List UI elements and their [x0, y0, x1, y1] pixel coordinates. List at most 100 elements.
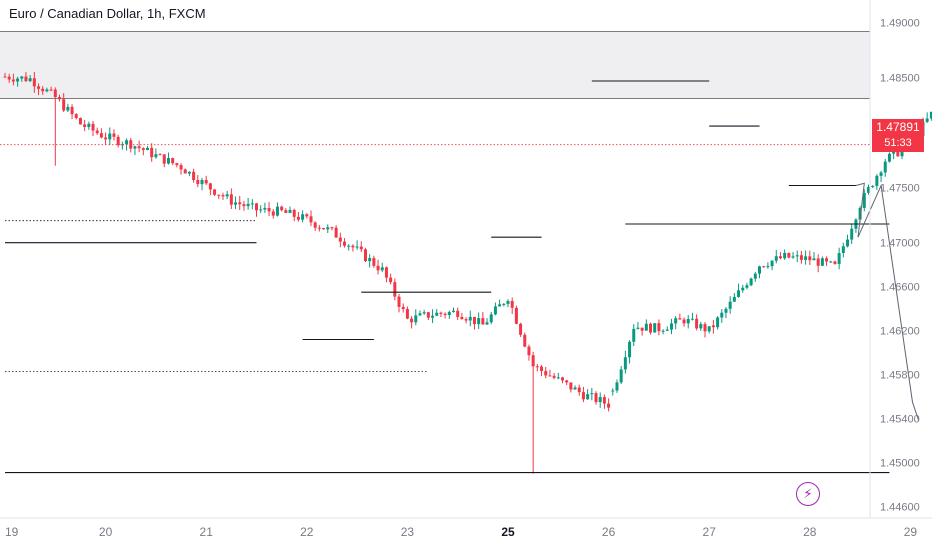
- candle-body: [837, 253, 841, 264]
- x-tick-label: 26: [602, 525, 616, 539]
- candle-body: [699, 324, 703, 329]
- x-tick-label: 27: [703, 525, 717, 539]
- candle-body: [284, 210, 288, 213]
- candle-body: [384, 267, 388, 278]
- x-tick-label: 29: [904, 525, 918, 539]
- candle-body: [154, 154, 158, 158]
- y-tick-label: 1.47500: [880, 183, 920, 195]
- candle-body: [841, 246, 845, 254]
- candle-body: [879, 172, 883, 176]
- x-tick-label: 25: [501, 525, 515, 539]
- candle-body: [53, 89, 57, 98]
- x-tick-label: 22: [300, 525, 314, 539]
- candle-body: [489, 314, 493, 323]
- candle-body: [99, 133, 103, 138]
- candle-body: [472, 316, 476, 325]
- candle-body: [57, 97, 61, 100]
- candle-body: [83, 124, 87, 127]
- candle-body: [577, 387, 581, 393]
- candle-body: [816, 258, 820, 266]
- candle-body: [623, 357, 627, 370]
- candle-body: [586, 394, 590, 400]
- candle-body: [74, 114, 78, 118]
- candle-body: [720, 312, 724, 318]
- candle-body: [267, 207, 271, 212]
- candle-body: [695, 318, 699, 329]
- candle-body: [28, 78, 32, 82]
- lightning-bolt-icon[interactable]: ⚡︎: [796, 482, 820, 506]
- candle-body: [166, 158, 170, 164]
- candle-body: [749, 278, 753, 286]
- candle-body: [812, 258, 816, 261]
- candle-body: [246, 203, 250, 207]
- candle-body: [104, 137, 108, 140]
- candle-body: [292, 209, 296, 217]
- candle-body: [359, 246, 363, 250]
- candle-body: [774, 256, 778, 261]
- y-tick-label: 1.47000: [880, 238, 920, 250]
- candle-body: [636, 327, 640, 329]
- candle-body: [343, 241, 347, 246]
- candle-body: [615, 382, 619, 391]
- candle-body: [456, 310, 460, 317]
- candle-body: [368, 258, 372, 262]
- candle-body: [611, 390, 615, 392]
- candle-body: [741, 287, 745, 291]
- candle-body: [208, 183, 212, 190]
- candle-body: [527, 346, 531, 356]
- candle-body: [560, 377, 564, 381]
- candle-body: [602, 397, 606, 404]
- y-tick-label: 1.48500: [880, 73, 920, 85]
- candle-body: [3, 76, 7, 78]
- candle-body: [795, 255, 799, 257]
- candle-body: [808, 256, 812, 261]
- candle-body: [820, 258, 824, 266]
- candle-body: [887, 153, 891, 162]
- candle-body: [481, 318, 485, 325]
- candle-body: [590, 393, 594, 395]
- candle-body: [376, 265, 380, 271]
- candle-body: [179, 165, 183, 170]
- candle-body: [217, 194, 221, 196]
- candle-body: [45, 89, 49, 92]
- candle-body: [280, 206, 284, 211]
- candle-body: [66, 106, 70, 111]
- candle-body: [200, 180, 204, 185]
- candle-body: [657, 323, 661, 332]
- candle-body: [397, 296, 401, 307]
- x-tick-label: 20: [99, 525, 113, 539]
- price-levels[interactable]: [0, 80, 890, 474]
- candle-body: [653, 323, 657, 333]
- candle-body: [661, 330, 665, 332]
- candle-body: [452, 310, 456, 313]
- candle-body: [883, 161, 887, 173]
- candle-body: [187, 171, 191, 174]
- candle-body: [799, 255, 803, 260]
- candle-body: [678, 318, 682, 320]
- y-tick-label: 1.45000: [880, 458, 920, 470]
- candle-body: [506, 300, 510, 304]
- candle-body: [493, 306, 497, 315]
- candle-body: [728, 301, 732, 309]
- candles: [3, 72, 932, 474]
- candle-body: [468, 316, 472, 321]
- candle-body: [439, 312, 443, 314]
- candle-body: [753, 273, 757, 279]
- candle-body: [150, 147, 154, 158]
- candle-body: [351, 245, 355, 248]
- candle-body: [255, 203, 258, 211]
- candle-body: [192, 171, 196, 181]
- candle-body: [401, 306, 405, 310]
- candle-body: [862, 192, 866, 208]
- y-tick-label: 1.45400: [880, 414, 920, 426]
- candle-body: [37, 86, 41, 89]
- candle-body: [783, 252, 787, 259]
- candle-body: [133, 146, 137, 149]
- candle-body: [418, 313, 422, 316]
- candle-body: [929, 111, 932, 119]
- candle-body: [674, 318, 678, 324]
- candle-body: [242, 204, 246, 207]
- candle-body: [707, 326, 711, 332]
- candle-body: [716, 317, 720, 328]
